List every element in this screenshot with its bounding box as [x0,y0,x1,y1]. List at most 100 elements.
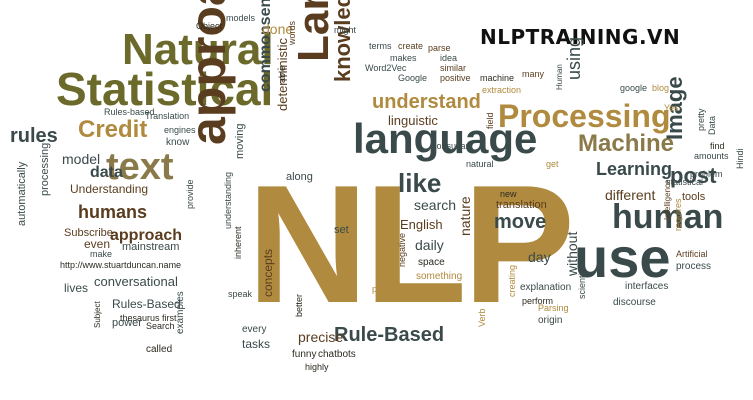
cloud-word: examples [175,291,186,334]
cloud-word: idea [440,53,458,63]
cloud-word: models [226,13,256,23]
cloud-word: statistical [666,177,704,187]
cloud-word: parse [428,43,451,53]
cloud-word: nature [457,196,473,236]
cloud-word: inherent [233,226,243,259]
cloud-word: Data [707,115,717,135]
cloud-word: makes [390,53,417,63]
cloud-word: similar [440,63,466,73]
cloud-word: text [106,146,174,188]
cloud-word: tools [682,191,706,203]
cloud-word: Learning [596,159,673,179]
cloud-word: automatically [16,161,28,226]
cloud-word: creating [507,264,517,297]
cloud-word: field [485,112,495,129]
cloud-word: understand [372,91,481,113]
cloud-word: translation [496,199,547,211]
cloud-word: moving [234,123,246,159]
cloud-word: data [90,164,123,181]
cloud-word: Search [146,321,175,331]
cloud-word: many [522,69,545,79]
cloud-word: NLP [247,150,575,338]
cloud-word: positive [440,73,471,83]
cloud-word: precise [298,329,344,345]
cloud-word: different [605,187,656,203]
cloud-word: rules [10,125,58,147]
cloud-word: daily [415,237,444,253]
cloud-word: Human [555,64,564,90]
cloud-word: requires [673,198,683,231]
cloud-word: model [62,151,101,167]
cloud-word: origin [538,315,563,326]
cloud-word: language [353,115,538,162]
cloud-word: new [500,189,517,199]
cloud-word: thesaurus first [120,313,177,323]
cloud-word: process [676,261,712,272]
cloud-word: day [528,249,551,265]
cloud-word: negative [397,232,407,267]
cloud-word: Rules-Based [112,297,181,311]
cloud-word: blog [652,83,670,93]
cloud-word: amounts [694,151,729,161]
cloud-word: Machine [578,130,675,157]
cloud-word: done [262,21,294,37]
cloud-word: understanding [223,171,233,229]
cloud-word: words [287,20,297,45]
cloud-word: space [418,257,445,268]
cloud-word: chatbots [318,349,356,360]
cloud-word: Verb [477,308,487,327]
cloud-word: engines [164,125,196,135]
cloud-word: Google [398,73,428,83]
cloud-word: set [334,224,349,236]
cloud-word: funny [292,349,317,360]
cloud-word: Subject [93,301,102,328]
cloud-word: move [494,211,547,233]
cloud-word: power [112,317,142,329]
cloud-word: like [398,168,442,198]
cloud-word: humans [78,202,148,222]
cloud-word: get [546,159,559,169]
cloud-word: terms [369,41,392,51]
cloud-word: linguistic [388,113,438,128]
cloud-word: mainstream [122,241,180,253]
cloud-word: interfaces [625,281,669,292]
cloud-word: even [84,237,111,251]
cloud-word: called [146,344,173,355]
cloud-word: pretty [696,108,706,131]
cloud-word: using [564,36,584,80]
brand-label: NLPTRAINING.VN [480,25,681,49]
cloud-word: knowledge [330,0,355,82]
cloud-word: Credit [78,116,148,143]
cloud-word: Rules-based [104,107,155,117]
cloud-word: able [277,65,287,83]
cloud-word: Subscribe [64,227,113,239]
cloud-word: extraction [482,85,522,95]
cloud-word: Statistical [56,63,274,115]
cloud-word: find [710,141,725,151]
cloud-word: something [416,271,463,282]
cloud-word: consultant [432,141,474,151]
cloud-word: every [242,324,267,335]
cloud-word: approach [110,227,183,244]
cloud-word: concepts [261,248,275,297]
cloud-word: might [334,25,357,35]
cloud-word: search [414,197,457,213]
cloud-word: create [398,41,424,51]
cloud-word: speak [228,289,253,299]
cloud-word: English [400,217,443,232]
cloud-word: conversational [94,274,178,289]
cloud-word: Natural [122,25,274,74]
cloud-word: Yes [664,103,679,113]
cloud-word: perform [522,296,554,306]
cloud-word: Object [196,21,223,31]
cloud-word: Parsing [538,303,569,313]
cloud-word: make [90,249,113,259]
cloud-word: google [620,83,648,93]
cloud-word: http://www.stuartduncan.name [60,260,182,270]
cloud-word: better [294,293,304,317]
cloud-word: Rule-Based [334,324,445,346]
cloud-word: human [612,198,724,236]
cloud-word: along [286,171,313,183]
cloud-word: Understanding [70,182,149,196]
